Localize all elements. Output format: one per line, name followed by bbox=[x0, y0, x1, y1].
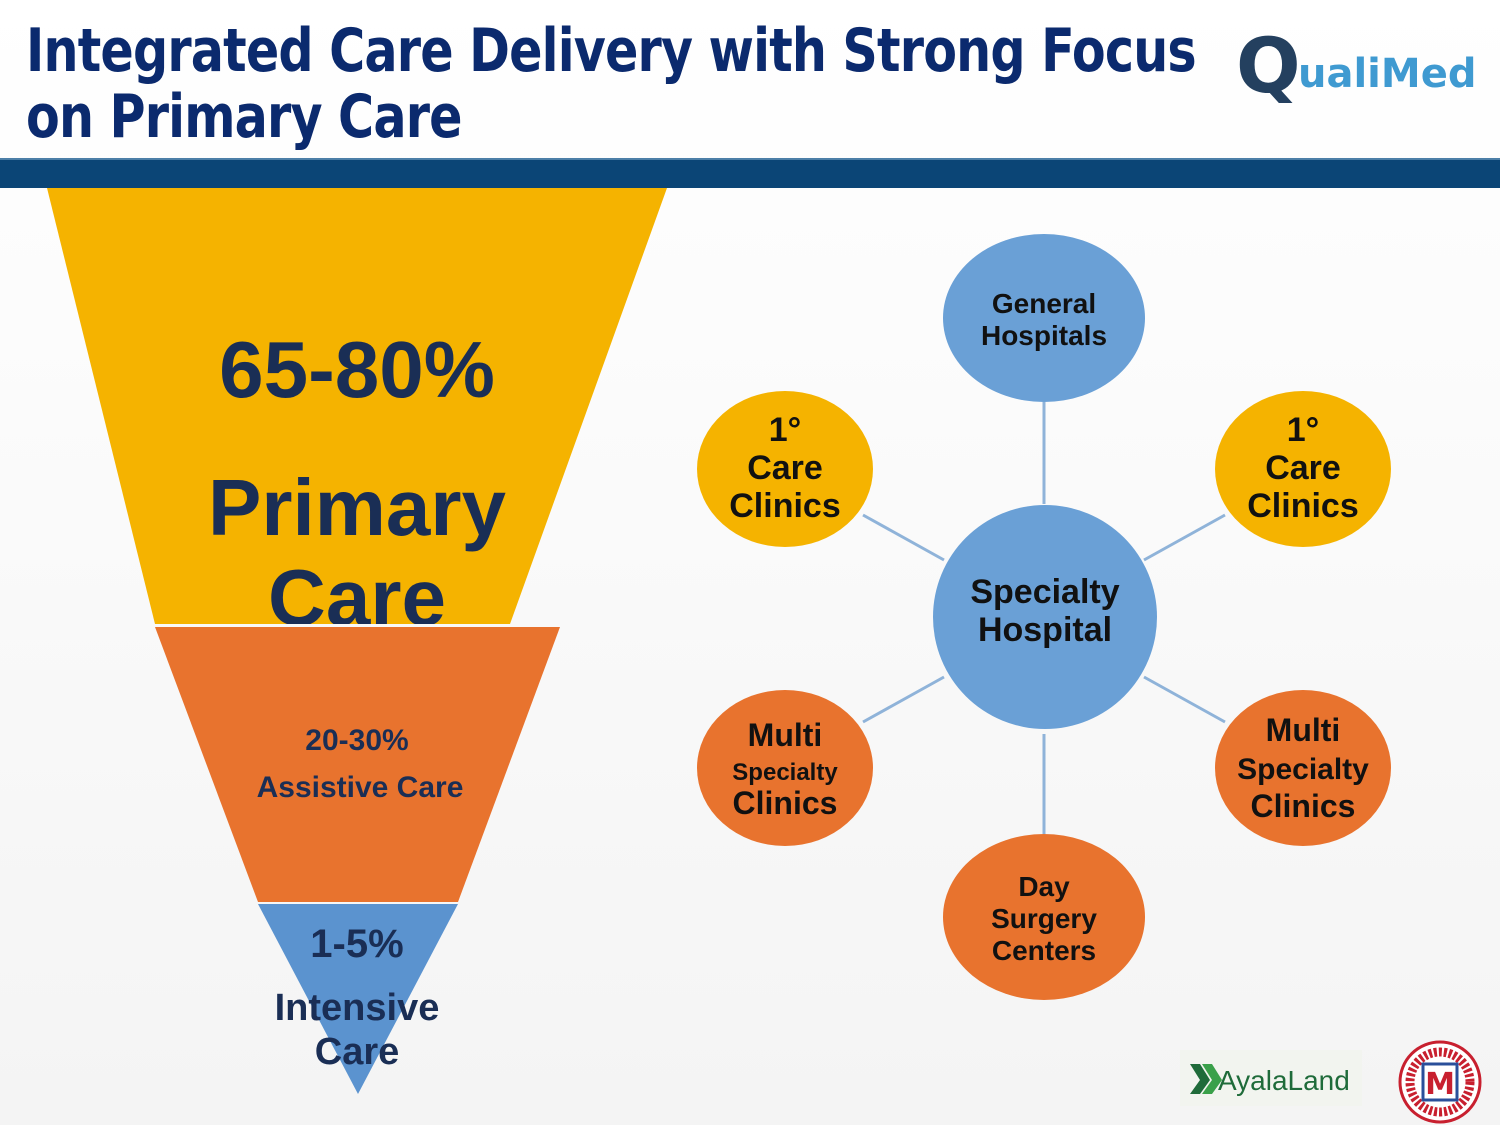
node-care-clinics-left-label-line-3: Clinics bbox=[729, 487, 840, 525]
node-multi-specialty-left-label-line-2: Specialty bbox=[732, 759, 838, 786]
assistive-care-label: Assistive Care bbox=[257, 771, 464, 804]
intensive-care-tier bbox=[258, 904, 458, 1094]
assistive-care-percent: 20-30% bbox=[305, 724, 408, 757]
title-line-1: Integrated Care Delivery with Strong Foc… bbox=[26, 16, 1197, 86]
connector-multi-specialty-right bbox=[1143, 675, 1226, 724]
connector-multi-specialty-left bbox=[862, 675, 945, 724]
primary-care-tier bbox=[47, 188, 667, 624]
intensive-care-label-line-2: Care bbox=[315, 1031, 400, 1073]
node-care-clinics-left-circle bbox=[697, 391, 873, 547]
network-connectors bbox=[862, 402, 1226, 834]
node-multi-specialty-right-label-line-3: Clinics bbox=[1251, 788, 1356, 824]
node-specialty-hospital-circle bbox=[933, 505, 1157, 729]
node-specialty-hospital-label-line-2: Hospital bbox=[978, 611, 1112, 649]
node-general-hospitals-circle bbox=[943, 234, 1145, 402]
qualimed-logo: Q ualiMed bbox=[1236, 28, 1476, 108]
node-multi-specialty-right-circle bbox=[1215, 690, 1391, 846]
intensive-care-label-line-1: Intensive bbox=[275, 987, 440, 1029]
node-day-surgery-centers-label-line-3: Centers bbox=[992, 935, 1096, 966]
mercado-seal-letter: M bbox=[1425, 1067, 1455, 1102]
connector-care-clinics-right bbox=[1143, 513, 1226, 562]
node-day-surgery-centers-circle bbox=[943, 834, 1145, 1000]
node-day-surgery-centers-label-line-1: Day bbox=[1018, 871, 1070, 902]
node-multi-specialty-right-label-line-1: Multi bbox=[1266, 712, 1341, 748]
node-care-clinics-right-label-line-2: Care bbox=[1265, 449, 1341, 487]
node-general-hospitals-label-line-1: General bbox=[992, 288, 1096, 319]
node-day-surgery-centers-label-line-2: Surgery bbox=[991, 903, 1097, 934]
ayalaland-mark-icon bbox=[1190, 1064, 1210, 1094]
title-line-2: on Primary Care bbox=[26, 82, 463, 152]
node-specialty-hospital-label-line-1: Specialty bbox=[970, 573, 1119, 611]
primary-care-label-line-2: Care bbox=[268, 553, 446, 642]
header-bar bbox=[0, 158, 1500, 188]
node-care-clinics-right-circle bbox=[1215, 391, 1391, 547]
ayalaland-logo: AyalaLand bbox=[1180, 1050, 1362, 1106]
node-care-clinics-left-label-line-1: 1° bbox=[769, 411, 802, 449]
node-care-clinics-right-label-line-3: Clinics bbox=[1247, 487, 1358, 525]
assistive-care-tier bbox=[155, 627, 560, 902]
ayalaland-logo-text: AyalaLand bbox=[1218, 1065, 1350, 1096]
intensive-care-percent: 1-5% bbox=[310, 922, 403, 966]
mercado-medical-center-seal: M bbox=[1398, 1040, 1482, 1124]
node-multi-specialty-left-label-line-1: Multi bbox=[748, 717, 823, 753]
connector-care-clinics-left bbox=[862, 513, 945, 562]
node-multi-specialty-left-circle bbox=[697, 690, 873, 846]
primary-care-percent: 65-80% bbox=[219, 325, 495, 414]
page-title: Integrated Care Delivery with Strong Foc… bbox=[26, 16, 1197, 152]
node-multi-specialty-right-label-line-2: Specialty bbox=[1237, 753, 1369, 786]
node-multi-specialty-left-label-line-3: Clinics bbox=[733, 785, 838, 821]
qualimed-logo-text: ualiMed bbox=[1298, 51, 1476, 97]
node-general-hospitals-label-line-2: Hospitals bbox=[981, 320, 1107, 351]
network-nodes: SpecialtyHospitalGeneralHospitals1°CareC… bbox=[697, 234, 1391, 1000]
node-care-clinics-left-label-line-2: Care bbox=[747, 449, 823, 487]
care-funnel bbox=[47, 188, 667, 1094]
primary-care-label-line-1: Primary bbox=[208, 463, 506, 552]
node-care-clinics-right-label-line-1: 1° bbox=[1287, 411, 1320, 449]
qualimed-logo-q: Q bbox=[1236, 28, 1301, 108]
